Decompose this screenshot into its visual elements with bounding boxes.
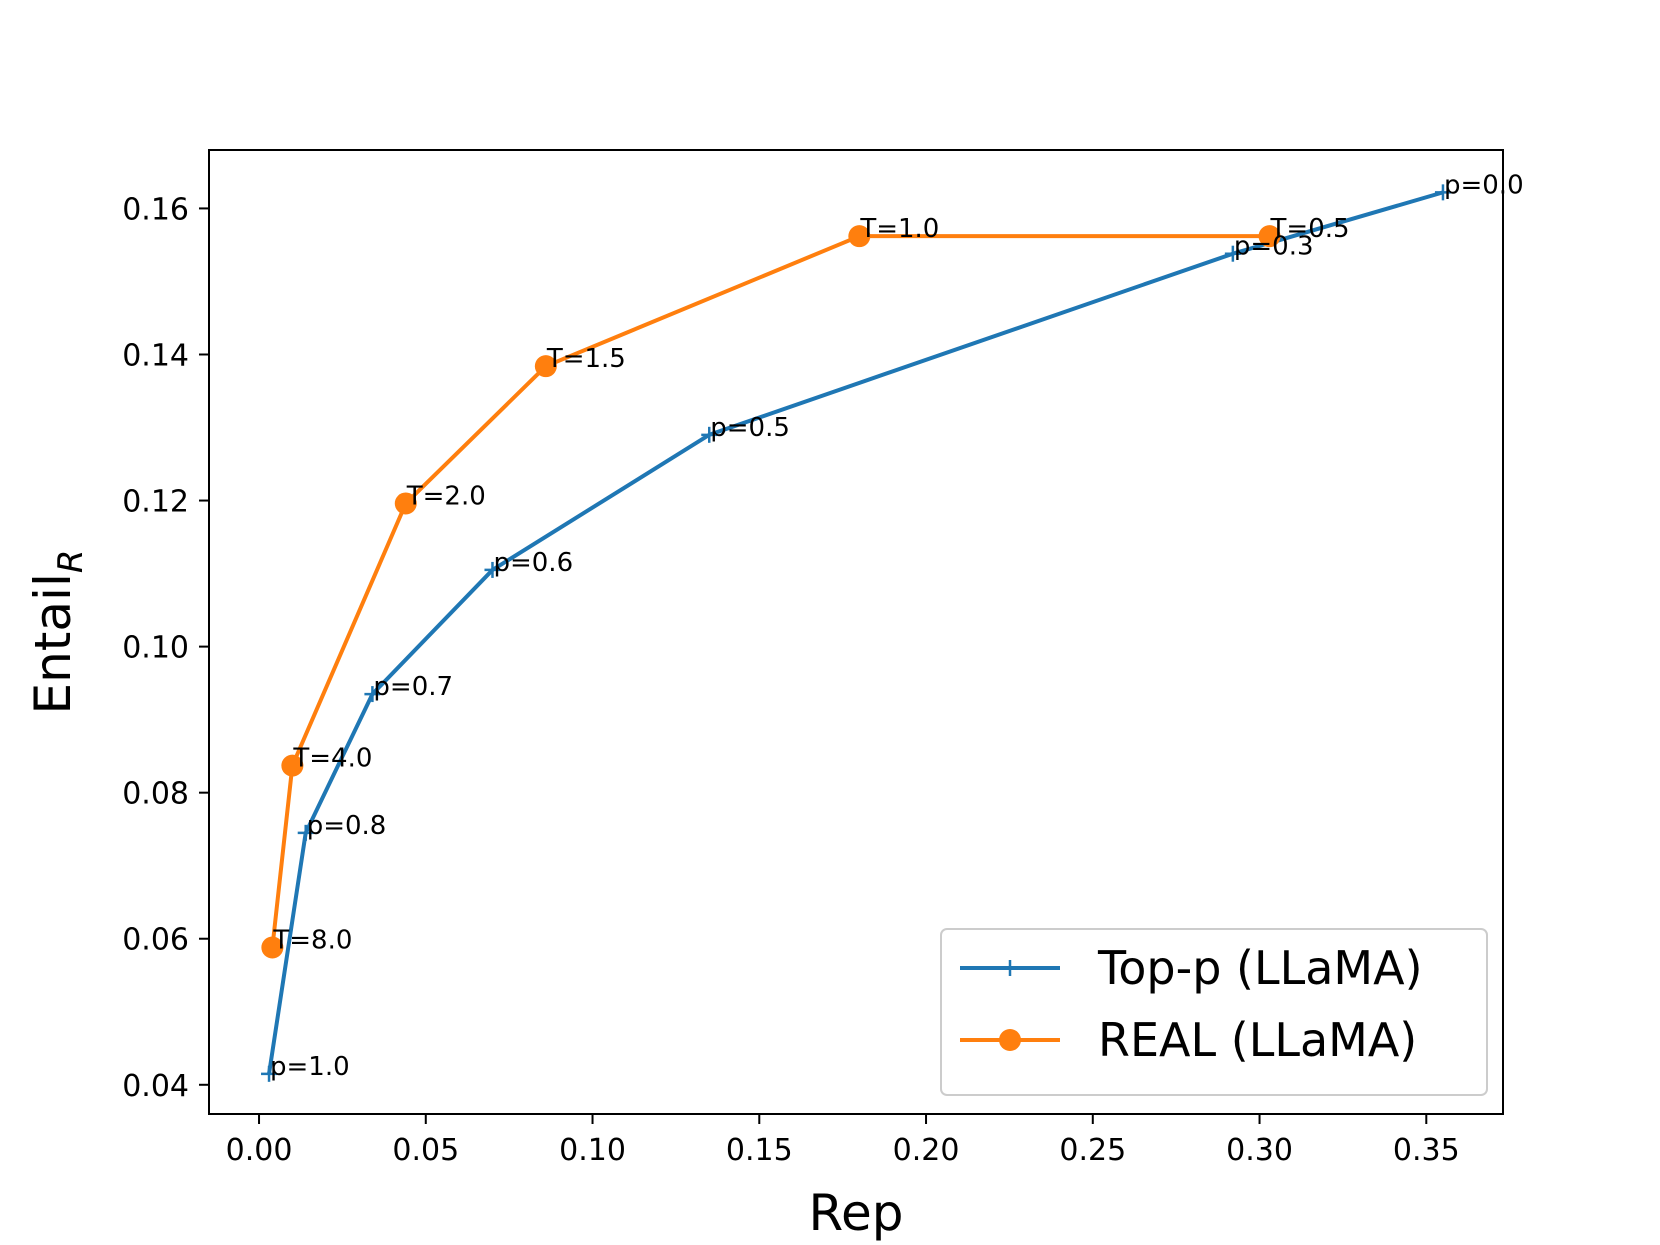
legend-label: Top-p (LLaMA) [1097,941,1423,995]
legend-label: REAL (LLaMA) [1098,1013,1417,1067]
y-tick-label: 0.08 [122,777,189,812]
point-annotation: T=1.0 [859,214,939,244]
x-tick-label: 0.35 [1393,1133,1460,1168]
point-annotation: p=0.5 [710,413,790,443]
x-tick-label: 0.30 [1226,1133,1293,1168]
series-1 [261,225,1281,959]
point-annotation: p=1.0 [270,1052,350,1082]
plot-frame [208,149,1504,1115]
point-annotation: T=4.0 [292,744,372,774]
legend-marker [999,1029,1021,1051]
legend: Top-p (LLaMA) REAL (LLaMA) [940,928,1488,1096]
y-axis-title-main: Entail [24,573,82,714]
y-tick-label: 0.12 [122,485,189,520]
legend-box [940,928,1488,1096]
annotation-layer: p=1.0 p=0.8 p=0.7 p=0.6 p=0.5 p=0.3 p=0.0 T=8.0… [270,170,1524,1081]
series-layer [261,184,1451,1082]
point-annotation: p=0.8 [307,811,387,841]
legend-marker [1002,960,1018,976]
data-point [1224,245,1241,262]
y-tick-label: 0.04 [122,1069,189,1104]
y-tick-label: 0.10 [122,631,189,666]
y-tick-label: 0.14 [122,338,189,373]
y-axis-title: EntailR [24,550,91,715]
x-tick-label: 0.15 [726,1133,793,1168]
x-tick-label: 0.05 [392,1133,459,1168]
y-tick-label: 0.16 [122,192,189,227]
data-point [701,426,718,443]
legend-entry: Top-p (LLaMA) [960,941,1423,995]
data-point [1434,184,1451,201]
y-axis-title-subscript: R [51,550,91,574]
series-0 [261,184,1451,1082]
y-tick-label: 0.06 [122,923,189,958]
data-point [364,686,381,703]
data-point [1258,225,1281,248]
x-tick-label: 0.10 [559,1133,626,1168]
x-tick-label: 0.00 [226,1133,293,1168]
x-axis-title: Rep [809,1184,904,1242]
data-point [261,936,284,959]
point-annotation: p=0.7 [373,672,453,702]
data-point [261,1065,278,1082]
point-annotation: T=2.0 [406,481,486,511]
x-tick-label: 0.20 [893,1133,960,1168]
data-point [281,754,304,777]
x-tick-label: 0.25 [1059,1133,1126,1168]
series-line [270,234,1270,948]
point-annotation: T=1.5 [546,344,626,374]
data-point [297,824,314,841]
data-point [534,355,557,378]
legend-entry: REAL (LLaMA) [960,1013,1417,1067]
y-axis-ticks: 0.04 0.06 0.08 0.10 0.12 0.14 0.16 [122,192,209,1104]
x-axis-ticks: 0.00 0.05 0.10 0.15 0.20 0.25 0.30 0.35 [226,1114,1460,1168]
point-annotation: p=0.0 [1444,170,1524,200]
point-annotation: p=0.6 [493,548,573,578]
point-annotation: T=8.0 [272,925,352,955]
point-annotation: p=0.3 [1234,232,1314,262]
data-point [848,225,871,248]
point-annotation: T=0.5 [1270,214,1350,244]
data-point [394,492,417,515]
data-point [484,561,501,578]
